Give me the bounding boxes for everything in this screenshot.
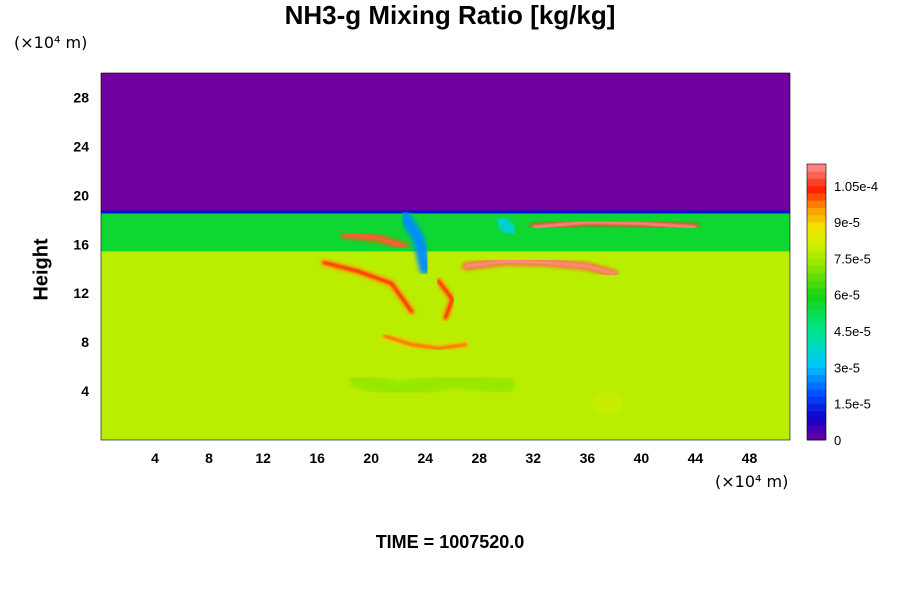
colorbar-segment xyxy=(807,352,826,361)
colorbar-segment xyxy=(807,316,826,325)
x-axis-unit: (×10⁴ m) xyxy=(715,472,789,491)
colorbar-tick-label: 7.5e-5 xyxy=(834,251,871,266)
feature-core-1 xyxy=(531,220,697,229)
colorbar: 0 1.5e-5 3e-5 4.5e-5 6e-5 7.5e-5 9e-5 1.05e-4 xyxy=(806,163,878,448)
x-tick-label: 28 xyxy=(471,450,487,466)
colorbar-segment xyxy=(807,396,826,405)
colorbar-segment xyxy=(807,360,826,368)
colorbar-segment xyxy=(807,229,826,238)
colorbar-tick-label: 1.05e-4 xyxy=(834,179,878,194)
x-tick-label: 32 xyxy=(526,450,542,466)
x-tick-label: 20 xyxy=(363,450,379,466)
feature-patch-8 xyxy=(348,369,516,401)
colorbar-segment xyxy=(807,418,826,426)
colorbar-segment xyxy=(807,272,826,281)
x-tick-label: 48 xyxy=(742,450,758,466)
colorbar-segment xyxy=(807,294,826,303)
colorbar-segment xyxy=(807,323,826,332)
y-tick-label: 4 xyxy=(81,383,89,399)
colorbar-segment xyxy=(807,185,826,194)
colorbar-tick-label: 3e-5 xyxy=(834,360,860,375)
y-axis-unit: (×10⁴ m) xyxy=(14,33,88,52)
colorbar-segment xyxy=(807,207,826,216)
colorbar-segment xyxy=(807,345,826,354)
colorbar-tick-label: 6e-5 xyxy=(834,288,860,303)
y-tick-label: 24 xyxy=(73,138,89,154)
layer-upper xyxy=(101,73,790,213)
colorbar-segment xyxy=(807,338,826,346)
colorbar-segment xyxy=(807,432,826,441)
x-tick-label: 40 xyxy=(634,450,650,466)
plot-area xyxy=(101,73,790,440)
x-tick-label: 24 xyxy=(417,450,433,466)
y-tick-label: 28 xyxy=(73,89,89,105)
y-tick-label: 16 xyxy=(73,236,89,252)
feature-core-4 xyxy=(437,279,454,320)
colorbar-segment xyxy=(807,374,826,383)
colorbar-segment xyxy=(807,265,826,274)
colorbar-segment xyxy=(807,287,826,296)
colorbar-segment xyxy=(807,222,826,230)
x-tick-label: 8 xyxy=(205,450,213,466)
feature-plume-6 xyxy=(399,211,432,275)
colorbar-segment xyxy=(807,164,826,172)
colorbar-segment xyxy=(807,280,826,288)
time-label: TIME = 1007520.0 xyxy=(375,532,525,552)
colorbar-segment xyxy=(807,302,826,310)
x-tick-label: 16 xyxy=(309,450,325,466)
colorbar-segment xyxy=(807,410,826,419)
colorbar-segment xyxy=(807,258,826,267)
colorbar-segment xyxy=(807,200,826,208)
colorbar-tick-label: 1.5e-5 xyxy=(834,397,871,412)
x-tick-label: 36 xyxy=(580,450,596,466)
colorbar-segment xyxy=(807,389,826,397)
colorbar-tick-label: 9e-5 xyxy=(834,215,860,230)
colorbar-tick-label: 0 xyxy=(834,433,841,448)
colorbar-segment xyxy=(807,381,826,390)
boundary-line xyxy=(101,210,790,214)
plot-frame xyxy=(100,72,791,441)
colorbar-frame xyxy=(806,163,827,441)
colorbar-segment xyxy=(807,309,826,317)
colorbar-segment xyxy=(807,425,826,434)
colorbar-segment xyxy=(807,171,826,179)
colorbar-segment xyxy=(807,251,826,259)
feature-plume-7 xyxy=(493,213,519,238)
feature-core-3 xyxy=(464,259,616,276)
y-tick-label: 8 xyxy=(81,334,89,350)
colorbar-segment xyxy=(807,403,826,412)
x-tick-label: 44 xyxy=(688,450,704,466)
colorbar-segment xyxy=(807,331,826,339)
layer-band xyxy=(101,212,790,252)
chart-title: NH3-g Mixing Ratio [kg/kg] xyxy=(284,0,616,30)
feature-patch-9 xyxy=(592,392,623,415)
colorbar-tick-label: 4.5e-5 xyxy=(834,324,871,339)
colorbar-segment xyxy=(807,243,826,252)
colorbar-segment xyxy=(807,193,826,201)
colorbar-segment xyxy=(807,214,826,223)
colorbar-segment xyxy=(807,367,826,376)
x-tick-label: 4 xyxy=(151,450,159,466)
y-tick-label: 12 xyxy=(73,285,89,301)
x-tick-label: 12 xyxy=(255,450,271,466)
colorbar-segment xyxy=(807,178,826,187)
feature-core-2 xyxy=(322,261,414,314)
y-tick-label: 20 xyxy=(73,187,89,203)
colorbar-segment xyxy=(807,236,826,245)
feature-core-0 xyxy=(342,233,407,249)
feature-core-5 xyxy=(383,334,468,350)
